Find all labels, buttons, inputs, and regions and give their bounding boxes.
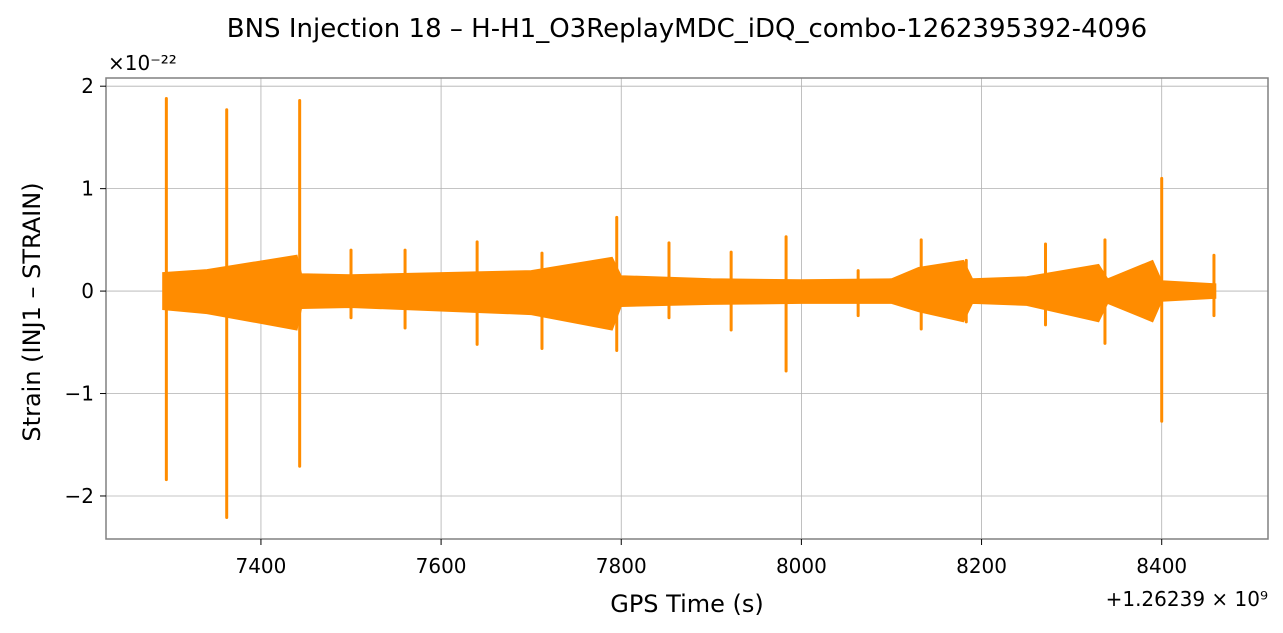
x-axis-label: GPS Time (s) — [610, 590, 764, 618]
y-tick-label: −1 — [65, 382, 94, 406]
x-tick-label: 8200 — [956, 554, 1007, 578]
series-band — [162, 254, 1217, 331]
x-axis-ticks: 7400 7600 7800 8000 8200 8400 — [235, 539, 1187, 578]
y-tick-label: 2 — [81, 74, 94, 98]
x-tick-label: 7400 — [235, 554, 286, 578]
y-axis-ticks: −2 −1 0 1 2 — [65, 74, 106, 508]
y-axis-scale-label: ×10⁻²² — [108, 51, 177, 75]
y-tick-label: −2 — [65, 484, 94, 508]
x-tick-label: 7600 — [416, 554, 467, 578]
x-tick-label: 8000 — [776, 554, 827, 578]
y-tick-label: 1 — [81, 177, 94, 201]
series-spikes — [164, 96, 1216, 519]
y-axis-label: Strain (INJ1 – STRAIN) — [18, 182, 46, 441]
plot-frame — [105, 77, 1269, 540]
x-axis-offset-label: +1.26239 × 10⁹ — [1106, 587, 1268, 611]
plot-area — [162, 96, 1217, 519]
chart-title: BNS Injection 18 – H-H1_O3ReplayMDC_iDQ_… — [227, 14, 1147, 44]
x-tick-label: 8400 — [1136, 554, 1187, 578]
y-tick-label: 0 — [81, 279, 94, 303]
x-tick-label: 7800 — [596, 554, 647, 578]
